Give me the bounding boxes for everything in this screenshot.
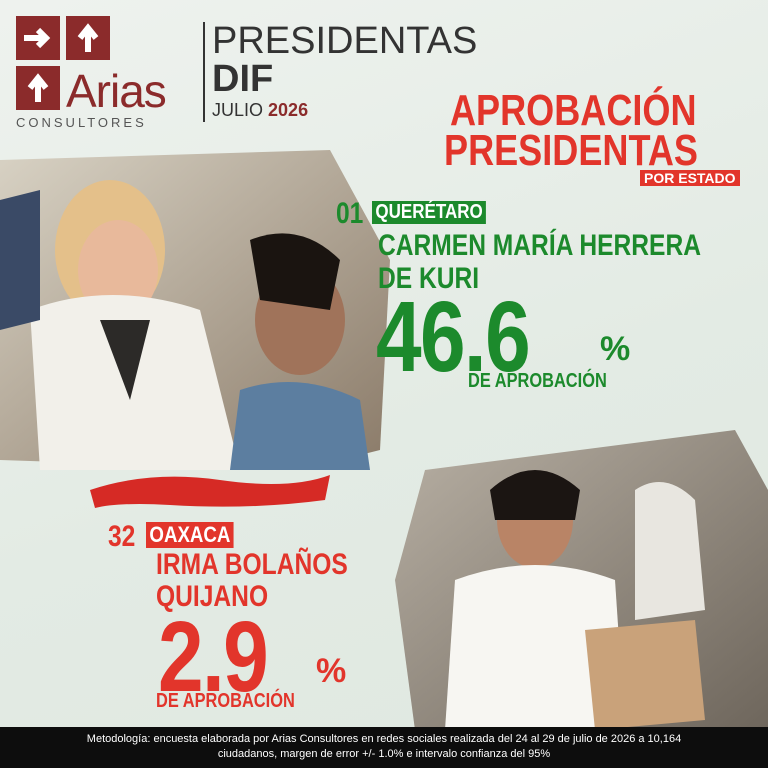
approval-unit: %	[600, 330, 631, 368]
footer-line: ciudadanos, margen de error +/- 1.0% e i…	[217, 748, 551, 760]
person-name: CARMEN MARÍA HERRERA	[378, 229, 701, 262]
approval-caption: DE APROBACIÓN	[156, 690, 295, 712]
photo-left	[0, 150, 390, 470]
heading-line: PRESIDENTAS	[444, 126, 698, 175]
header-month: JULIO	[212, 100, 264, 120]
approval-unit: %	[316, 652, 347, 690]
state-tag: OAXACA	[146, 522, 234, 548]
person-name: IRMA BOLAÑOS	[156, 548, 348, 581]
person-name: QUIJANO	[156, 580, 269, 613]
person-name: DE KURI	[378, 262, 480, 295]
logo-name: Arias	[66, 65, 167, 117]
heading-tag: POR ESTADO	[640, 170, 740, 186]
footer-text: Metodología: encuesta elaborada por Aria…	[0, 727, 768, 762]
state: QUERÉTARO	[375, 201, 483, 223]
footer-line: Metodología: encuesta elaborada por Aria…	[86, 733, 682, 745]
heading-line: APROBACIÓN	[450, 86, 697, 135]
rank: 01	[336, 197, 364, 230]
approval-value: 2.9	[158, 601, 269, 713]
rank: 32	[108, 520, 136, 553]
header-title: PRESIDENTAS	[212, 20, 478, 62]
approval-caption: DE APROBACIÓN	[468, 370, 607, 392]
footer: Metodología: encuesta elaborada por Aria…	[0, 727, 768, 768]
heading-tag-text: POR ESTADO	[644, 170, 736, 186]
brush-stroke	[90, 475, 330, 508]
photo-right	[395, 430, 768, 730]
approval-value: 46.6	[376, 281, 531, 393]
divider	[203, 22, 205, 122]
logo-subtitle: CONSULTORES	[16, 115, 147, 130]
logo-icon	[16, 16, 110, 110]
header-date: JULIO 2026	[212, 100, 308, 121]
header-year: 2026	[268, 100, 309, 120]
header-subtitle: DIF	[212, 58, 274, 100]
state: OAXACA	[149, 522, 231, 547]
state-tag: QUERÉTARO	[372, 201, 487, 224]
